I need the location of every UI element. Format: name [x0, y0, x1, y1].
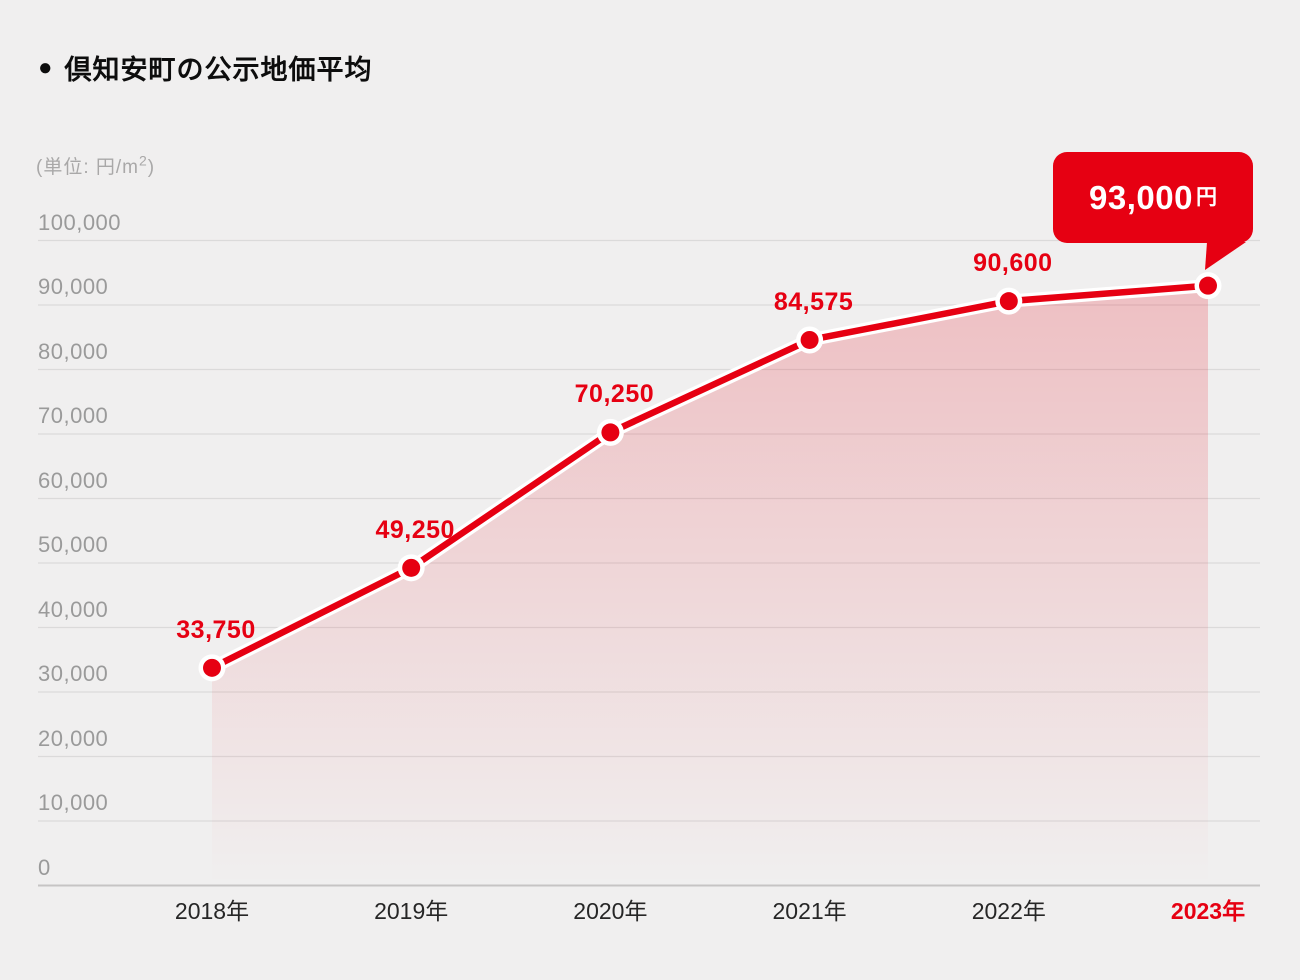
y-tick-label: 20,000: [38, 725, 109, 751]
x-tick-label: 2021年: [772, 898, 847, 924]
chart-header: ● 倶知安町の公示地価平均: [38, 48, 373, 87]
value-label: 70,250: [574, 380, 655, 409]
data-point: [800, 330, 819, 349]
y-tick-label: 70,000: [38, 403, 109, 428]
y-tick-label: 60,000: [38, 467, 109, 493]
x-tick-label: 2022年: [971, 898, 1046, 924]
callout-unit: 円: [1195, 186, 1217, 209]
area-fill: [212, 285, 1208, 886]
x-tick-label: 2020年: [573, 898, 648, 924]
callout-bubble: 93,000 円: [1053, 152, 1253, 243]
y-tick-label: 10,000: [38, 790, 109, 815]
value-label: 33,750: [176, 615, 256, 644]
y-tick-label: 30,000: [38, 661, 109, 686]
data-point: [402, 558, 421, 577]
x-tick-label: 2023年: [1170, 898, 1246, 924]
y-tick-label: 90,000: [38, 274, 109, 299]
data-point: [203, 658, 221, 677]
data-point: [999, 292, 1018, 311]
value-label: 90,600: [973, 249, 1053, 278]
y-tick-label: 0: [38, 854, 51, 880]
title-bullet-icon: ●: [38, 53, 53, 81]
callout-value: 93,000: [1089, 179, 1193, 216]
x-tick-label: 2018年: [174, 898, 250, 924]
data-point: [1199, 276, 1217, 295]
page-title: 倶知安町の公示地価平均: [64, 55, 373, 85]
unit-label: (単位: 円/m2): [36, 152, 155, 179]
unit-close-paren: ): [147, 157, 156, 178]
y-tick-label: 80,000: [38, 338, 109, 364]
callout-tail: [1205, 242, 1246, 270]
unit-superscript: 2: [139, 152, 148, 169]
data-point: [601, 423, 620, 442]
trend-line: [208, 282, 1212, 672]
y-tick-label: 100,000: [38, 209, 122, 235]
unit-text: (単位: 円/m: [36, 157, 139, 178]
value-label: 84,575: [773, 287, 854, 316]
value-label: 49,250: [375, 515, 455, 544]
y-tick-label: 40,000: [38, 596, 109, 622]
y-tick-label: 50,000: [38, 532, 109, 557]
x-tick-label: 2019年: [374, 898, 449, 924]
